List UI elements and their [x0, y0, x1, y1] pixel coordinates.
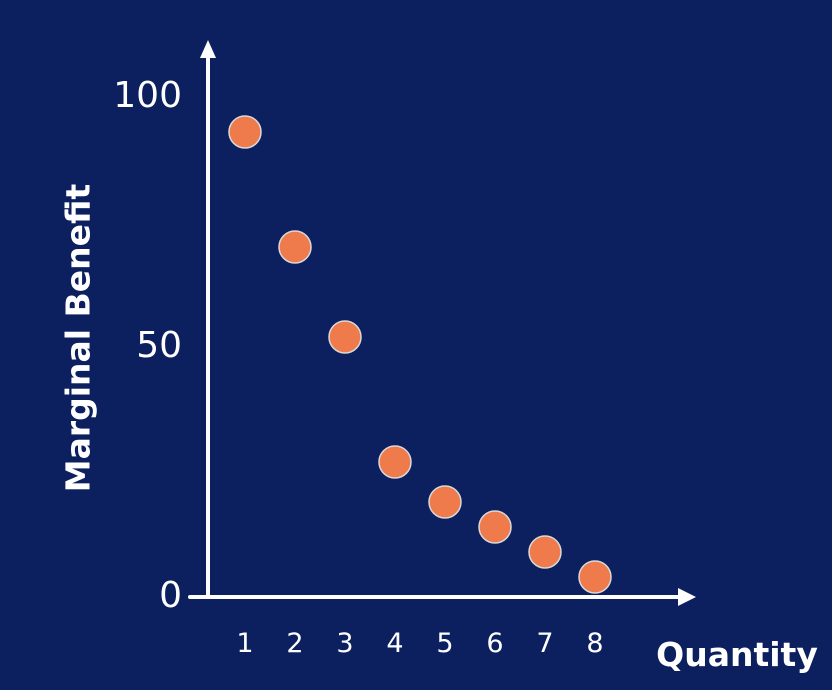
data-point-2 [278, 230, 312, 264]
x-axis-ticks: 1 2 3 4 5 6 7 8 [236, 628, 603, 659]
y-tick-label-100: 100 [113, 75, 182, 116]
x-axis-arrowhead [678, 588, 696, 606]
x-axis-title: Quantity [656, 635, 818, 674]
x-tick-label-6: 6 [486, 628, 503, 659]
x-tick-label-1: 1 [236, 628, 253, 659]
data-point-4 [378, 445, 412, 479]
y-tick-label-50: 50 [136, 325, 182, 366]
x-tick-label-4: 4 [386, 628, 403, 659]
x-tick-label-8: 8 [586, 628, 603, 659]
x-tick-label-7: 7 [536, 628, 553, 659]
data-point-5 [428, 485, 462, 519]
y-tick-label-0: 0 [159, 575, 182, 616]
data-point-3 [328, 320, 362, 354]
y-axis-arrowhead [200, 40, 216, 58]
data-points [228, 115, 612, 594]
y-axis-title: Marginal Benefit [59, 184, 98, 493]
x-tick-label-5: 5 [436, 628, 453, 659]
data-point-1 [228, 115, 262, 149]
y-axis-ticks: 0 50 100 [113, 75, 208, 616]
data-point-6 [478, 510, 512, 544]
data-point-7 [528, 535, 562, 569]
x-tick-label-2: 2 [286, 628, 303, 659]
x-tick-label-3: 3 [336, 628, 353, 659]
data-point-8 [578, 560, 612, 594]
